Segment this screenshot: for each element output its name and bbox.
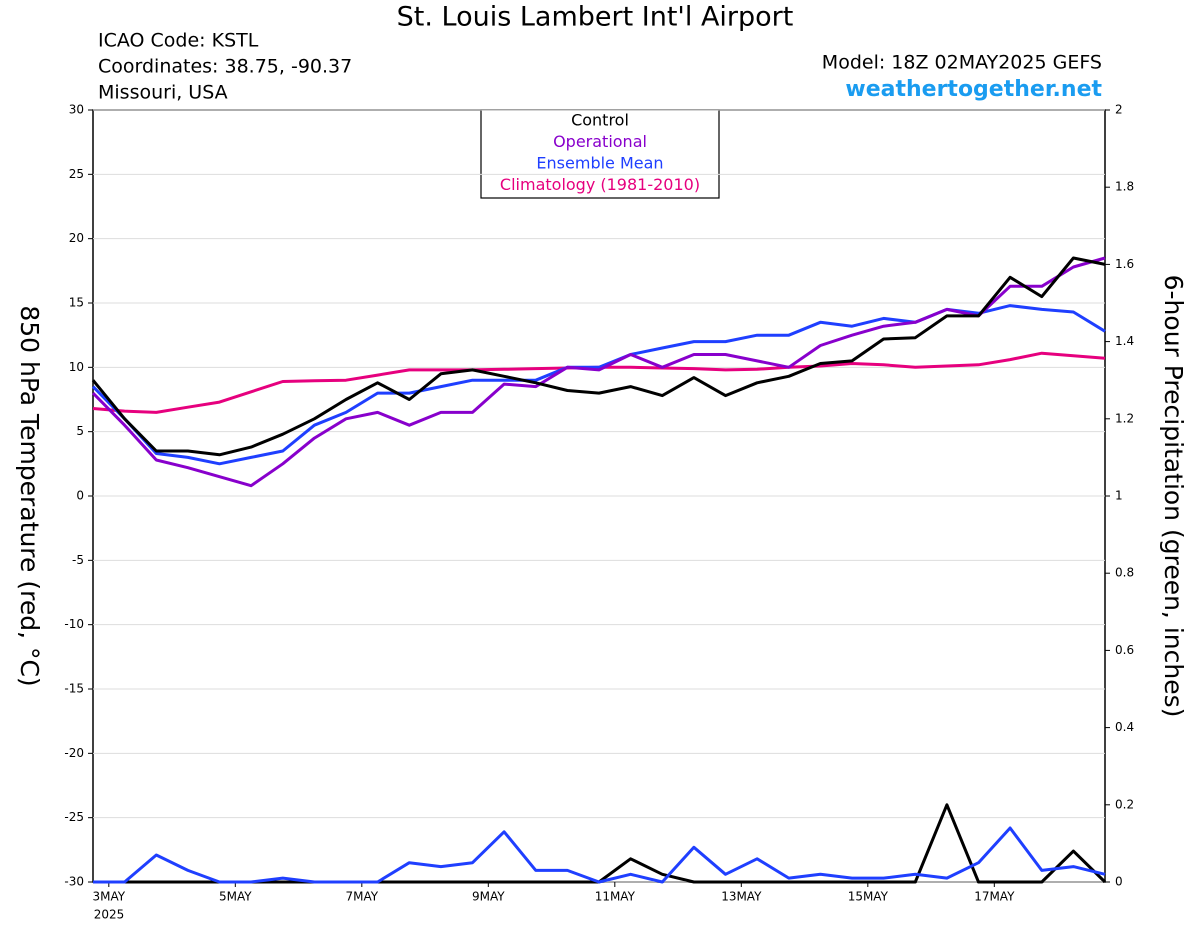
y-tick-label: 25	[69, 167, 84, 181]
series-line	[93, 803, 1107, 884]
y-tick-label: -25	[64, 810, 84, 824]
x-tick-label: 9MAY	[472, 890, 505, 904]
source-label: weathertogether.net	[845, 77, 1102, 102]
y-axis-label: 850 hPa Temperature (red, °C)	[15, 305, 44, 686]
x-tick-label: 17MAY	[974, 890, 1015, 904]
y2-tick-label: 0.2	[1115, 797, 1134, 811]
y2-axis-label: 6-hour Precipitation (green, inches)	[1159, 275, 1188, 718]
y2-tick-label: 2	[1115, 103, 1123, 117]
x-tick-label: 5MAY	[219, 890, 252, 904]
y-tick-label: 30	[69, 103, 84, 117]
y-tick-label: -15	[64, 682, 84, 696]
x-tick-label: 15MAY	[848, 890, 889, 904]
chart-title: St. Louis Lambert Int'l Airport	[397, 2, 794, 33]
legend-entry: Climatology (1981-2010)	[500, 175, 700, 194]
y2-tick-label: 1	[1115, 489, 1123, 503]
series-line	[91, 256, 1106, 488]
x-tick-label: 13MAY	[721, 890, 762, 904]
x-tick-label: 11MAY	[595, 890, 636, 904]
info-line: ICAO Code: KSTL	[98, 30, 259, 52]
legend-entry: Ensemble Mean	[536, 154, 663, 173]
series-line	[92, 351, 1106, 414]
x-tick-label: 3MAY	[93, 890, 126, 904]
y2-tick-label: 1.4	[1115, 334, 1134, 348]
y-tick-label: -5	[72, 553, 84, 567]
x-year-label: 2025	[94, 908, 125, 922]
y-tick-label: 0	[76, 489, 84, 503]
series-line	[91, 256, 1106, 457]
y2-tick-label: 1.6	[1115, 257, 1134, 271]
x-tick-label: 7MAY	[346, 890, 379, 904]
series-line	[93, 826, 1106, 884]
y-tick-label: -10	[64, 617, 84, 631]
y2-tick-label: 0.6	[1115, 643, 1134, 657]
model-label: Model: 18Z 02MAY2025 GEFS	[822, 52, 1102, 74]
y-tick-label: 5	[76, 424, 84, 438]
y2-tick-label: 0.4	[1115, 720, 1134, 734]
series-line	[91, 304, 1106, 466]
y2-tick-label: 1.2	[1115, 411, 1134, 425]
y-tick-label: 10	[69, 360, 84, 374]
y2-tick-label: 0.8	[1115, 566, 1134, 580]
y2-tick-label: 0	[1115, 875, 1123, 889]
y2-tick-label: 1.8	[1115, 180, 1134, 194]
y-tick-label: -20	[64, 746, 84, 760]
y-tick-label: 15	[69, 296, 84, 310]
info-line: Missouri, USA	[98, 82, 228, 104]
y-tick-label: 20	[69, 231, 84, 245]
legend-entry: Operational	[553, 132, 647, 151]
info-line: Coordinates: 38.75, -90.37	[98, 56, 352, 78]
legend-entry: Control	[571, 111, 629, 130]
y-tick-label: -30	[64, 875, 84, 889]
